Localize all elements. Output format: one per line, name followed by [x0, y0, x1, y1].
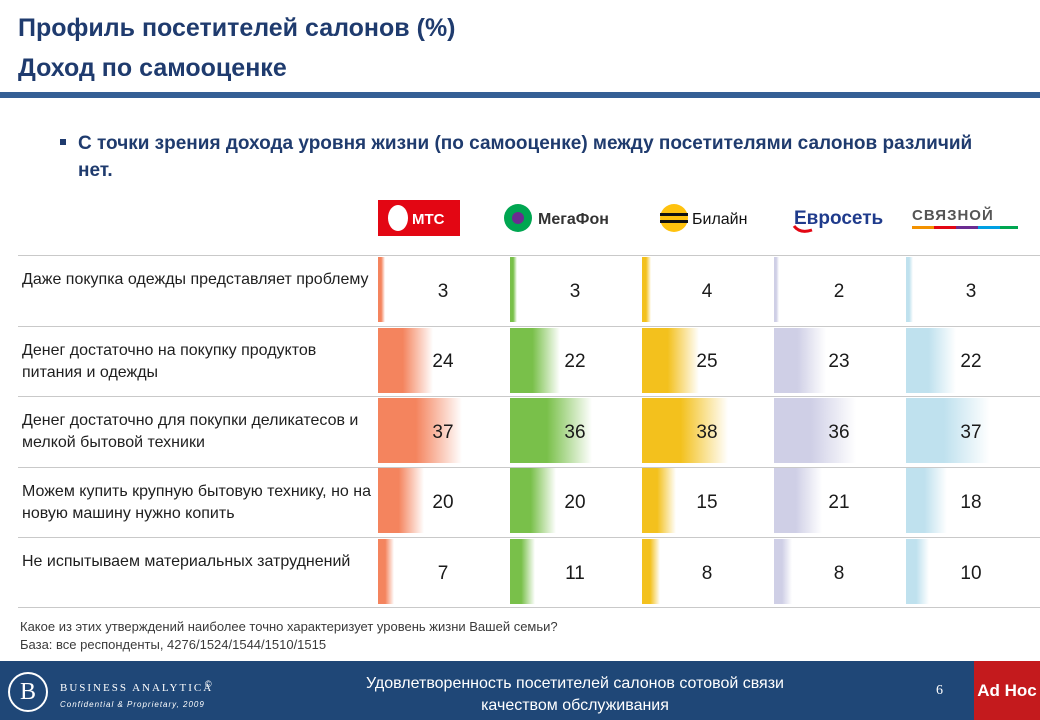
data-label: 3 [510, 281, 640, 303]
bar-column-beeline: 4 25 38 15 8 [642, 255, 772, 607]
mts-logo-text: МТС [412, 211, 445, 228]
data-label: 37 [906, 422, 1036, 444]
survey-notes: Какое из этих утверждений наиболее точно… [20, 618, 558, 654]
data-label: 24 [378, 351, 508, 373]
row-label-food-clothes: Денег достаточно на покупку продуктов пи… [22, 340, 372, 384]
page-title: Профиль посетителей салонов (%) [18, 14, 456, 43]
bar-column-mts: 3 24 37 20 7 [378, 255, 508, 607]
data-label: 3 [378, 281, 508, 303]
euroset-logo-icon: Евросеть [790, 200, 892, 236]
row-label-no-difficulties: Не испытываем материальных затруднений [22, 551, 372, 573]
header-divider [0, 92, 1040, 98]
data-label: 25 [642, 351, 772, 373]
data-label: 20 [510, 492, 640, 514]
euroset-logo-text: Евросеть [794, 208, 883, 229]
mts-egg-logo-icon: МТС [378, 200, 460, 236]
data-label: 15 [642, 492, 772, 514]
megafon-logo-icon: МегаФон [500, 200, 632, 236]
survey-base: База: все респонденты, 4276/1524/1544/15… [20, 636, 558, 654]
data-label: 38 [642, 422, 772, 444]
data-label: 37 [378, 422, 508, 444]
confidential-note: Confidential & Proprietary, 2009 [60, 700, 205, 709]
company-name: BUSINESS ANALYTICA [60, 682, 213, 694]
footer-line-1: Удовлетворенность посетителей салонов со… [300, 673, 850, 695]
data-label: 21 [774, 492, 904, 514]
data-label: 36 [774, 422, 904, 444]
footer-line-2: качеством обслуживания [300, 695, 850, 717]
survey-question: Какое из этих утверждений наиболее точно… [20, 618, 558, 636]
registered-mark: © [205, 679, 212, 689]
data-label: 22 [906, 351, 1036, 373]
data-label: 4 [642, 281, 772, 303]
beeline-logo: Билайн [658, 197, 760, 239]
data-label: 10 [906, 563, 1036, 585]
data-label: 23 [774, 351, 904, 373]
data-label: 20 [378, 492, 508, 514]
beeline-logo-text: Билайн [692, 211, 747, 228]
page-number: 6 [936, 683, 943, 699]
data-label: 8 [642, 563, 772, 585]
megafon-logo-text: МегаФон [538, 211, 609, 228]
bar-column-svyaznoy: 3 22 37 18 10 [906, 255, 1036, 607]
svyaznoy-logo-icon: СВЯЗНОЙ [910, 200, 1022, 236]
data-label: 11 [510, 563, 640, 585]
mts-logo: МТС [378, 197, 460, 239]
bullet-square-icon [60, 139, 66, 145]
beeline-stripes-logo-icon: Билайн [658, 200, 760, 236]
bar-column-euroset: 2 23 36 21 8 [774, 255, 904, 607]
row-label-clothes-problem: Даже покупка одежды представляет проблем… [22, 269, 372, 291]
row-divider [18, 607, 1040, 608]
footer-report-title: Удовлетворенность посетителей салонов со… [300, 673, 850, 717]
data-label: 18 [906, 492, 1036, 514]
megafon-logo: МегаФон [500, 197, 632, 239]
data-label: 22 [510, 351, 640, 373]
data-label: 36 [510, 422, 640, 444]
data-label: 8 [774, 563, 904, 585]
data-label: 2 [774, 281, 904, 303]
ad-hoc-badge: Ad Hoc [974, 661, 1040, 720]
svyaznoy-logo: СВЯЗНОЙ [910, 197, 1022, 239]
row-label-delicacies: Денег достаточно для покупки деликатесов… [22, 410, 372, 454]
bar-column-megafon: 3 22 36 20 11 [510, 255, 640, 607]
data-label: 7 [378, 563, 508, 585]
page-subtitle: Доход по самооценке [18, 54, 287, 83]
svyaznoy-logo-text: СВЯЗНОЙ [912, 206, 994, 224]
key-finding: С точки зрения дохода уровня жизни (по с… [78, 130, 1008, 184]
euroset-logo: Евросеть [790, 197, 892, 239]
row-label-appliances: Можем купить крупную бытовую технику, но… [22, 481, 372, 525]
data-label: 3 [906, 281, 1036, 303]
business-analytica-logo-icon: B [8, 672, 48, 712]
